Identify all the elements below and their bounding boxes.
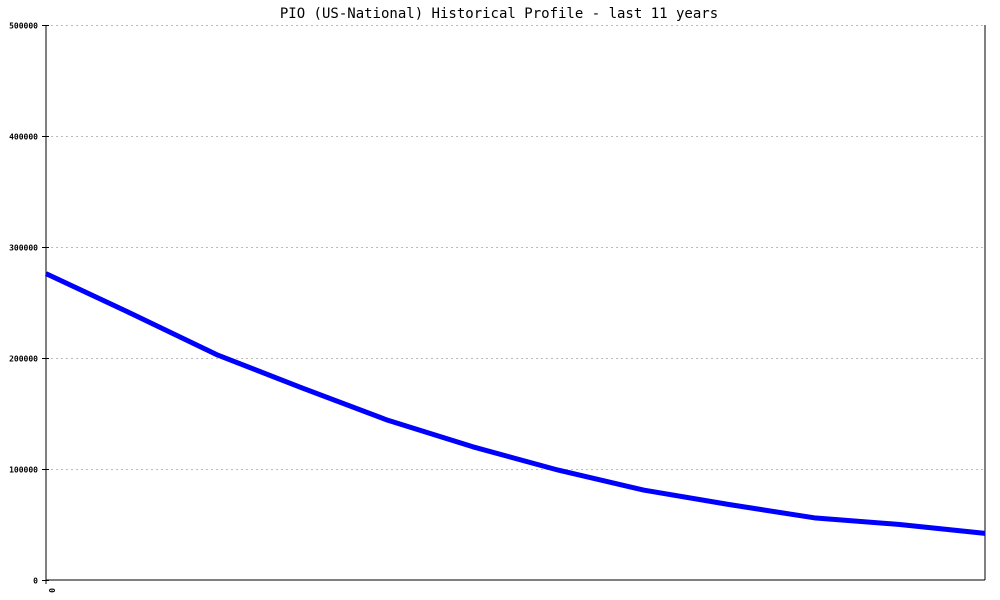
y-tick-label: 0 [33,577,38,586]
y-axis-ticks: 0 100000 200000 300000 400000 500000 [9,22,49,586]
chart-title: PIO (US-National) Historical Profile - l… [280,6,718,22]
series-group [44,271,986,536]
y-tick-label: 100000 [9,466,38,475]
x-tick-label: 0 [47,588,56,593]
y-tick-label: 200000 [9,355,38,364]
y-tick-label: 400000 [9,133,38,142]
grid [46,25,985,470]
y-tick-label: 500000 [9,22,38,31]
y-tick-label: 300000 [9,244,38,253]
series-line [44,271,986,536]
